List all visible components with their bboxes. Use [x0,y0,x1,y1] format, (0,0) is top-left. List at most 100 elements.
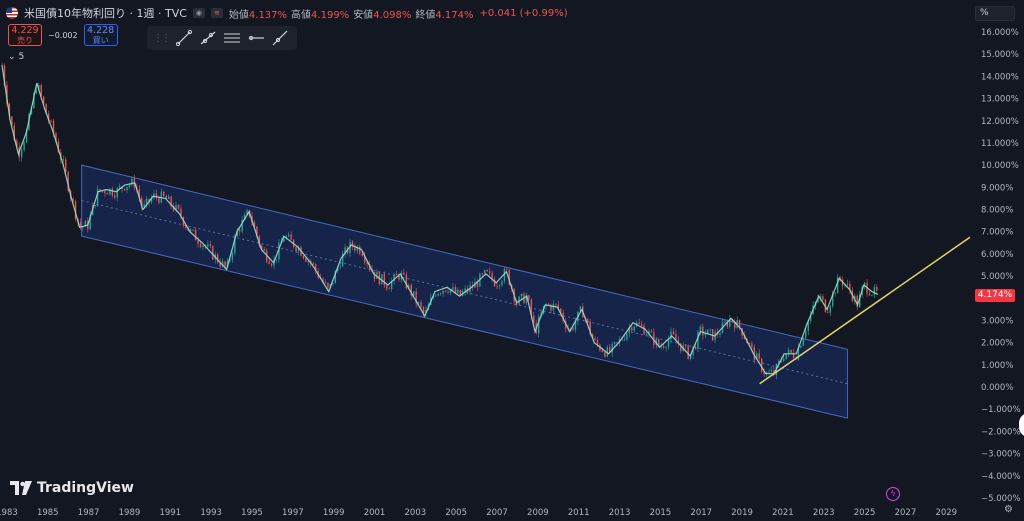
candle-body [45,103,47,114]
candle-body [609,347,611,353]
candle-body [96,189,99,207]
candle-body [114,195,116,198]
y-tick-label: −3.000% [981,450,1021,460]
candle-body [707,329,709,334]
support-trend-line [759,236,971,385]
candle-body [836,277,839,294]
candle-body [829,305,831,313]
candle-body [57,141,60,153]
candle-body [447,291,449,293]
candle-body [99,189,101,192]
x-tick-label: 2021 [772,508,794,518]
candle-body [778,360,780,364]
x-tick-label: 2017 [690,508,712,518]
candle-body [20,149,23,158]
candle-body [719,333,721,335]
y-axis: 16.000% 15.000% 14.000% 13.000% 12.000% 11.00… [981,28,1021,504]
candle-body [413,291,415,296]
x-tick-label: 2007 [486,508,508,518]
candle-body [648,331,650,334]
candle-body [67,172,69,191]
eye-icon[interactable]: ◉ [192,8,205,18]
compare-icon[interactable]: ≋ [210,8,223,18]
y-tick-label: 1.000% [981,361,1013,371]
candle-body [163,191,165,196]
x-tick-label: 1987 [78,508,100,518]
candle-body [734,321,736,329]
candle-body [307,260,310,262]
candle-body [555,303,557,305]
candle-body [628,327,631,334]
candle-body [488,271,491,273]
symbol-title[interactable]: 米国債10年物利回り · 1週 · TVC [24,7,187,20]
candle-body [283,238,285,242]
candle-body [655,339,658,345]
candle-body [442,290,444,294]
candle-body [131,178,133,185]
y-tick-label: −5.000% [981,494,1021,504]
candle-body [312,263,314,265]
y-tick-label: 7.000% [981,228,1013,238]
candle-body [760,358,763,372]
x-tick-label: 1997 [282,508,304,518]
candle-body [226,260,229,267]
flash-icon[interactable]: ϟ [886,487,900,501]
x-tick-label: 1985 [37,508,59,518]
candle-body [116,188,118,198]
candle-body [224,261,226,267]
candle-body [40,85,42,97]
candle-body [790,349,792,353]
drag-handle-icon[interactable]: ⋮⋮ [153,32,171,44]
extended-line-icon[interactable] [271,29,289,47]
x-tick-label: 1993 [200,508,222,518]
candle-body [562,312,564,322]
candle-body [11,116,13,126]
unit-selector[interactable]: % [975,6,1015,21]
candle-body [709,329,711,331]
candle-body [356,246,359,251]
candle-body [530,299,533,316]
indicator-toggle[interactable]: ⌄ 5 [8,52,24,62]
side-panel-handle[interactable] [1019,413,1024,437]
candle-body [243,214,246,220]
candle-body [805,331,807,338]
candle-body [439,293,442,295]
candle-body [611,343,613,353]
x-tick-label: 1989 [119,508,141,518]
x-tick-label: 1995 [241,508,263,518]
ray-icon[interactable] [199,29,217,47]
horizontal-ray-icon[interactable] [247,29,265,47]
candle-body [354,246,356,251]
candle-body [685,345,687,346]
candle-body [677,340,680,344]
candle-body [334,271,336,284]
candle-body [241,219,243,232]
candle-body [832,292,834,306]
tradingview-logo[interactable]: TradingView [10,480,134,496]
candle-body [302,255,305,259]
x-tick-label: 2023 [813,508,835,518]
parallel-channel-icon[interactable] [223,29,241,47]
candle-body [528,295,530,300]
candle-body [626,333,628,340]
trend-line-icon[interactable] [175,29,193,47]
buy-button[interactable]: 4.228 買い [83,24,118,46]
candle-body [175,204,177,211]
candle-body [670,331,672,340]
candle-body [403,272,405,275]
candle-body [645,333,648,335]
candle-body [170,196,172,206]
candle-body [640,324,643,326]
x-tick-label: 2019 [731,508,753,518]
gear-icon[interactable]: ⚙ [1004,504,1013,515]
candle-body [449,289,452,293]
candle-body [263,249,265,251]
sell-button[interactable]: 4.229 売り [8,24,42,46]
candle-body [537,316,540,334]
candle-body [675,334,677,341]
candle-body [141,198,143,207]
chart-header: 米国債10年物利回り · 1週 · TVC ◉ ≋ 始値4.137% 高値4.1… [6,5,568,21]
candle-body [239,229,241,232]
us-flag-icon [6,7,18,19]
